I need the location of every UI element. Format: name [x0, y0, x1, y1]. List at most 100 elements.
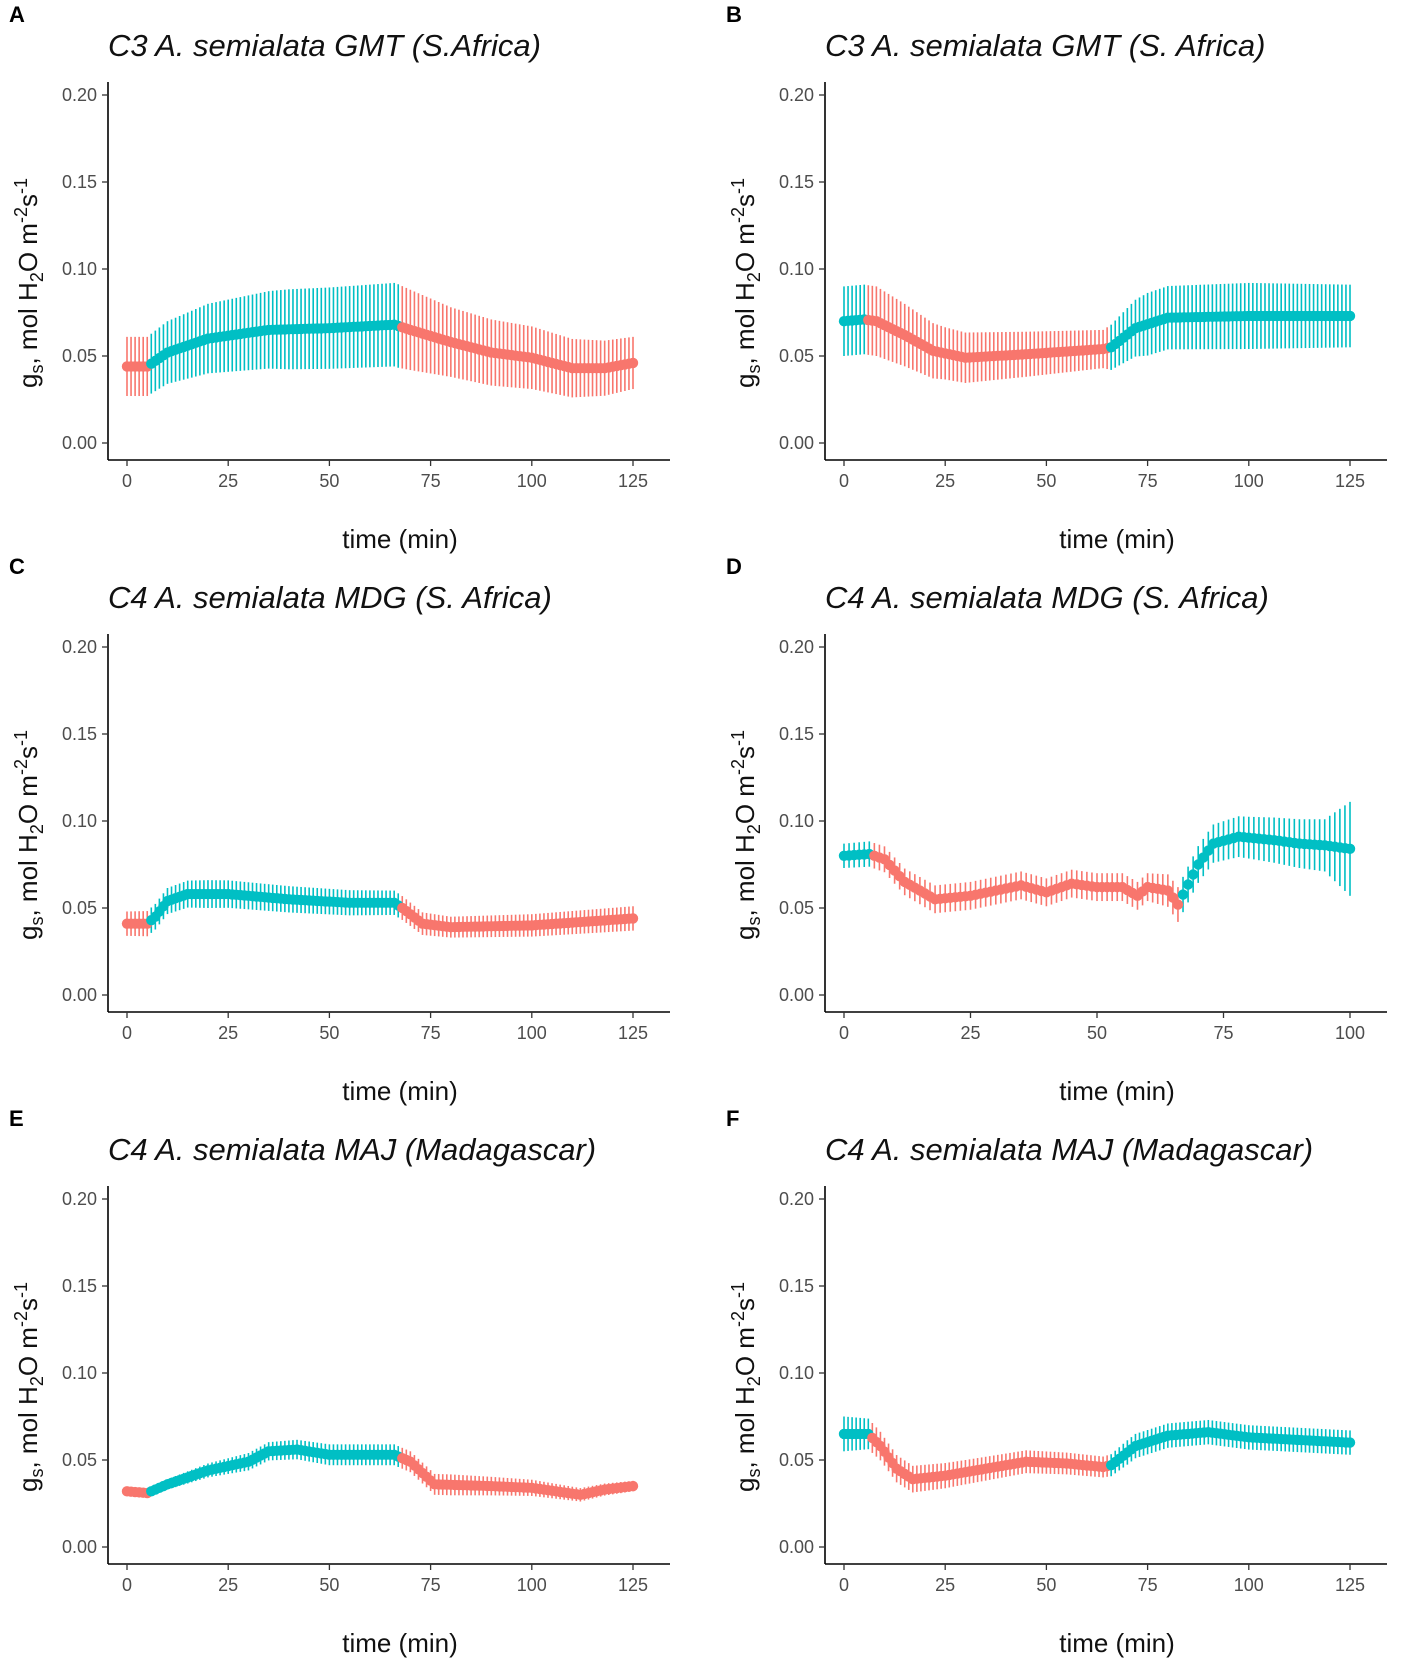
error-bars: [126, 880, 634, 938]
x-axis-title: time (min): [342, 1628, 458, 1658]
y-tick-labels: 0.00 0.05 0.10 0.15 0.20: [779, 637, 814, 1005]
y-tick-labels: 0.00 0.05 0.10 0.15 0.20: [779, 85, 814, 453]
mean-point: [627, 913, 639, 924]
y-tick-label: 0.20: [779, 637, 814, 657]
mean-point: [1344, 1437, 1356, 1448]
x-tick-label: 100: [517, 1575, 547, 1595]
y-tick-label: 0.10: [779, 1363, 814, 1383]
panel-title: C4 A. semialata MDG (S. Africa): [825, 580, 1269, 615]
y-tick-labels: 0.00 0.05 0.10 0.15 0.20: [62, 1189, 97, 1557]
y-tick-label: 0.15: [62, 172, 97, 192]
y-tick-label: 0.15: [779, 1276, 814, 1296]
y-axis-title: gs, mol H2O m-2s-1: [728, 730, 764, 940]
mean-point: [1344, 310, 1356, 322]
y-tick-label: 0.10: [62, 1363, 97, 1383]
x-tick-labels: 0 25 50 75 100 125: [839, 471, 1365, 491]
x-tick-label: 125: [1335, 471, 1365, 491]
axes: [819, 1186, 1387, 1570]
y-tick-label: 0.20: [62, 637, 97, 657]
x-tick-label: 75: [1138, 1575, 1158, 1595]
panel-e: E C4 A. semialata MAJ (Madagascar) 0 25 50…: [0, 1104, 700, 1658]
y-tick-label: 0.05: [779, 1450, 814, 1470]
x-tick-label: 75: [421, 471, 441, 491]
x-tick-label: 75: [421, 1575, 441, 1595]
panel-letter: F: [726, 1106, 739, 1131]
mean-points: [121, 1444, 639, 1500]
mean-points: [838, 1426, 1356, 1485]
x-tick-label: 100: [1234, 471, 1264, 491]
mean-points: [838, 310, 1356, 363]
x-tick-label: 25: [218, 1575, 238, 1595]
y-tick-label: 0.10: [62, 259, 97, 279]
x-tick-label: 100: [1234, 1575, 1264, 1595]
mean-point: [1172, 899, 1184, 910]
panel-f-chart: F C4 A. semialata MAJ (Madagascar) 0 25 50…: [726, 1106, 1387, 1658]
mean-point: [1177, 889, 1189, 900]
x-axis-title: time (min): [342, 524, 458, 554]
y-tick-label: 0.05: [779, 898, 814, 918]
error-bars: [843, 801, 1351, 922]
x-tick-label: 125: [1335, 1575, 1365, 1595]
x-tick-label: 0: [122, 1575, 132, 1595]
y-axis-title: gs, mol H2O m-2s-1: [728, 178, 764, 388]
x-tick-label: 50: [1036, 471, 1056, 491]
x-tick-labels: 0 25 50 75 100 125: [122, 1575, 648, 1595]
y-tick-label: 0.10: [62, 811, 97, 831]
x-tick-label: 125: [618, 1023, 648, 1043]
y-tick-label: 0.15: [779, 724, 814, 744]
x-tick-label: 25: [218, 1023, 238, 1043]
panel-c-chart: C C4 A. semialata MDG (S. Africa) 0 25 50 7…: [9, 554, 670, 1106]
panel-a: A C3 A. semialata GMT (S.Africa) 0 25 50 75…: [0, 0, 700, 554]
panel-e-chart: E C4 A. semialata MAJ (Madagascar) 0 25 50…: [9, 1106, 670, 1658]
y-tick-label: 0.20: [62, 85, 97, 105]
axes: [819, 634, 1387, 1018]
x-tick-labels: 0 25 50 75 100: [839, 1023, 1365, 1043]
y-tick-label: 0.10: [779, 259, 814, 279]
x-tick-label: 125: [618, 471, 648, 491]
mean-point: [627, 1480, 639, 1492]
x-tick-label: 50: [1036, 1575, 1056, 1595]
x-tick-label: 25: [935, 1575, 955, 1595]
mean-point: [1187, 869, 1199, 880]
axes: [102, 1186, 670, 1570]
panel-b-chart: B C3 A. semialata GMT (S. Africa) 0 25 50 7…: [726, 2, 1387, 554]
x-tick-label: 25: [960, 1023, 980, 1043]
panel-a-chart: A C3 A. semialata GMT (S.Africa) 0 25 50 75…: [9, 2, 670, 554]
x-tick-label: 125: [618, 1575, 648, 1595]
y-axis-title: gs, mol H2O m-2s-1: [11, 730, 47, 940]
x-tick-label: 0: [122, 1023, 132, 1043]
x-tick-label: 0: [839, 1023, 849, 1043]
x-tick-label: 25: [218, 471, 238, 491]
mean-point: [1344, 843, 1356, 855]
x-tick-labels: 0 25 50 75 100 125: [839, 1575, 1365, 1595]
panel-d: D C4 A. semialata MDG (S. Africa) 0 25 50 7…: [717, 552, 1417, 1106]
panel-letter: A: [9, 2, 25, 27]
x-tick-labels: 0 25 50 75 100 125: [122, 471, 648, 491]
mean-points: [838, 831, 1356, 910]
x-tick-label: 100: [517, 471, 547, 491]
y-tick-label: 0.00: [779, 433, 814, 453]
panel-c: C C4 A. semialata MDG (S. Africa) 0 25 50 7…: [0, 552, 700, 1106]
panel-letter: C: [9, 554, 25, 579]
x-axis-title: time (min): [342, 1076, 458, 1106]
y-tick-label: 0.05: [62, 346, 97, 366]
x-axis-title: time (min): [1059, 1628, 1175, 1658]
x-tick-label: 75: [421, 1023, 441, 1043]
x-tick-label: 75: [1138, 471, 1158, 491]
y-axis-title: gs, mol H2O m-2s-1: [11, 178, 47, 388]
y-tick-label: 0.20: [62, 1189, 97, 1209]
x-tick-label: 50: [319, 1575, 339, 1595]
x-tick-label: 100: [1335, 1023, 1365, 1043]
x-tick-label: 0: [122, 471, 132, 491]
y-tick-labels: 0.00 0.05 0.10 0.15 0.20: [779, 1189, 814, 1557]
y-axis-title: gs, mol H2O m-2s-1: [728, 1282, 764, 1492]
mean-points: [121, 319, 639, 374]
x-tick-label: 0: [839, 471, 849, 491]
panel-title: C4 A. semialata MDG (S. Africa): [108, 580, 552, 615]
y-axis-title: gs, mol H2O m-2s-1: [11, 1282, 47, 1492]
panel-letter: E: [9, 1106, 24, 1131]
panel-title: C3 A. semialata GMT (S.Africa): [108, 28, 541, 63]
y-tick-label: 0.15: [62, 1276, 97, 1296]
y-tick-label: 0.00: [62, 433, 97, 453]
